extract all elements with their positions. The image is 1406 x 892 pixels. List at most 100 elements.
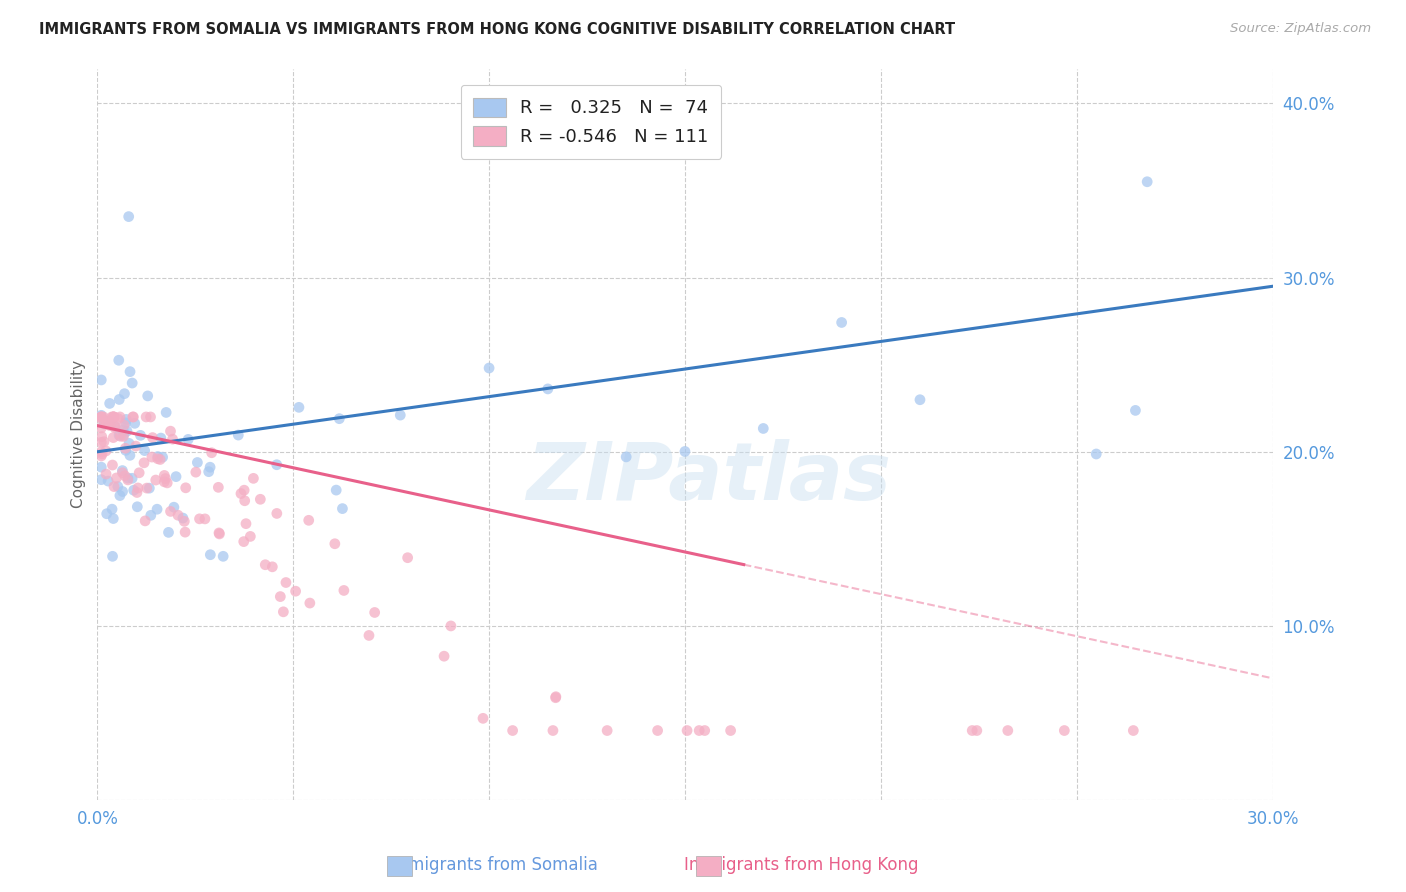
Point: [544, 690, 567, 704]
Point: [647, 723, 669, 738]
Point: [325, 483, 347, 497]
Point: [966, 723, 988, 738]
Point: [165, 469, 187, 483]
Point: [614, 450, 637, 464]
Point: [149, 431, 172, 445]
Point: [107, 479, 129, 493]
Point: [108, 428, 131, 442]
Point: [332, 501, 354, 516]
Point: [111, 464, 134, 478]
Point: [136, 389, 159, 403]
Point: [269, 590, 291, 604]
Point: [298, 513, 321, 527]
Point: [134, 443, 156, 458]
Point: [288, 401, 311, 415]
Point: [328, 411, 350, 425]
Text: IMMIGRANTS FROM SOMALIA VS IMMIGRANTS FROM HONG KONG COGNITIVE DISABILITY CORREL: IMMIGRANTS FROM SOMALIA VS IMMIGRANTS FR…: [39, 22, 956, 37]
Point: [103, 431, 125, 445]
Point: [960, 723, 983, 738]
Point: [155, 405, 177, 419]
Point: [1125, 403, 1147, 417]
Point: [242, 471, 264, 485]
Point: [831, 316, 853, 330]
Point: [333, 583, 356, 598]
Point: [122, 483, 145, 498]
Point: [198, 460, 221, 475]
Point: [155, 472, 177, 486]
Point: [105, 471, 128, 485]
Point: [163, 500, 186, 515]
Point: [239, 529, 262, 543]
Point: [107, 353, 129, 368]
Point: [146, 450, 169, 464]
Point: [997, 723, 1019, 738]
Point: [138, 481, 160, 495]
Point: [537, 382, 560, 396]
Point: [103, 409, 125, 424]
Text: Source: ZipAtlas.com: Source: ZipAtlas.com: [1230, 22, 1371, 36]
Point: [693, 723, 716, 738]
Point: [233, 483, 256, 498]
Point: [90, 373, 112, 387]
Point: [112, 418, 135, 433]
Point: [157, 525, 180, 540]
Point: [111, 484, 134, 499]
Point: [103, 409, 125, 424]
Point: [145, 473, 167, 487]
Point: [101, 458, 124, 472]
Point: [201, 446, 224, 460]
Point: [676, 723, 699, 738]
Point: [233, 493, 256, 508]
Point: [94, 467, 117, 481]
Point: [114, 443, 136, 458]
Point: [226, 428, 249, 442]
Point: [389, 408, 412, 422]
Point: [184, 465, 207, 479]
Point: [115, 412, 138, 426]
Point: [162, 432, 184, 446]
Point: [229, 486, 252, 500]
Point: [153, 468, 176, 483]
Point: [502, 723, 524, 738]
Text: Immigrants from Hong Kong: Immigrants from Hong Kong: [685, 855, 918, 873]
Point: [117, 473, 139, 487]
Point: [544, 690, 567, 705]
Point: [115, 424, 138, 438]
Point: [207, 480, 229, 494]
Point: [93, 409, 115, 424]
Point: [96, 417, 118, 431]
Point: [90, 460, 112, 475]
Point: [146, 451, 169, 466]
Point: [101, 549, 124, 564]
Point: [167, 508, 190, 523]
Point: [90, 421, 112, 435]
Point: [118, 436, 141, 450]
Point: [104, 419, 127, 434]
Point: [122, 409, 145, 424]
Point: [112, 428, 135, 442]
Point: [118, 448, 141, 462]
Point: [96, 414, 118, 428]
Point: [90, 409, 112, 424]
Point: [129, 428, 152, 442]
Point: [128, 466, 150, 480]
Point: [103, 419, 125, 434]
Point: [174, 525, 197, 540]
Point: [172, 511, 194, 525]
Point: [98, 396, 121, 410]
Point: [200, 548, 222, 562]
Point: [91, 447, 114, 461]
Point: [177, 433, 200, 447]
Point: [478, 361, 501, 376]
Point: [254, 558, 277, 572]
Point: [174, 481, 197, 495]
Point: [114, 416, 136, 430]
Point: [433, 649, 456, 664]
Point: [720, 723, 742, 738]
Point: [541, 723, 564, 738]
Point: [440, 619, 463, 633]
Point: [103, 409, 125, 424]
Point: [173, 514, 195, 528]
Point: [108, 392, 131, 407]
Point: [97, 414, 120, 428]
